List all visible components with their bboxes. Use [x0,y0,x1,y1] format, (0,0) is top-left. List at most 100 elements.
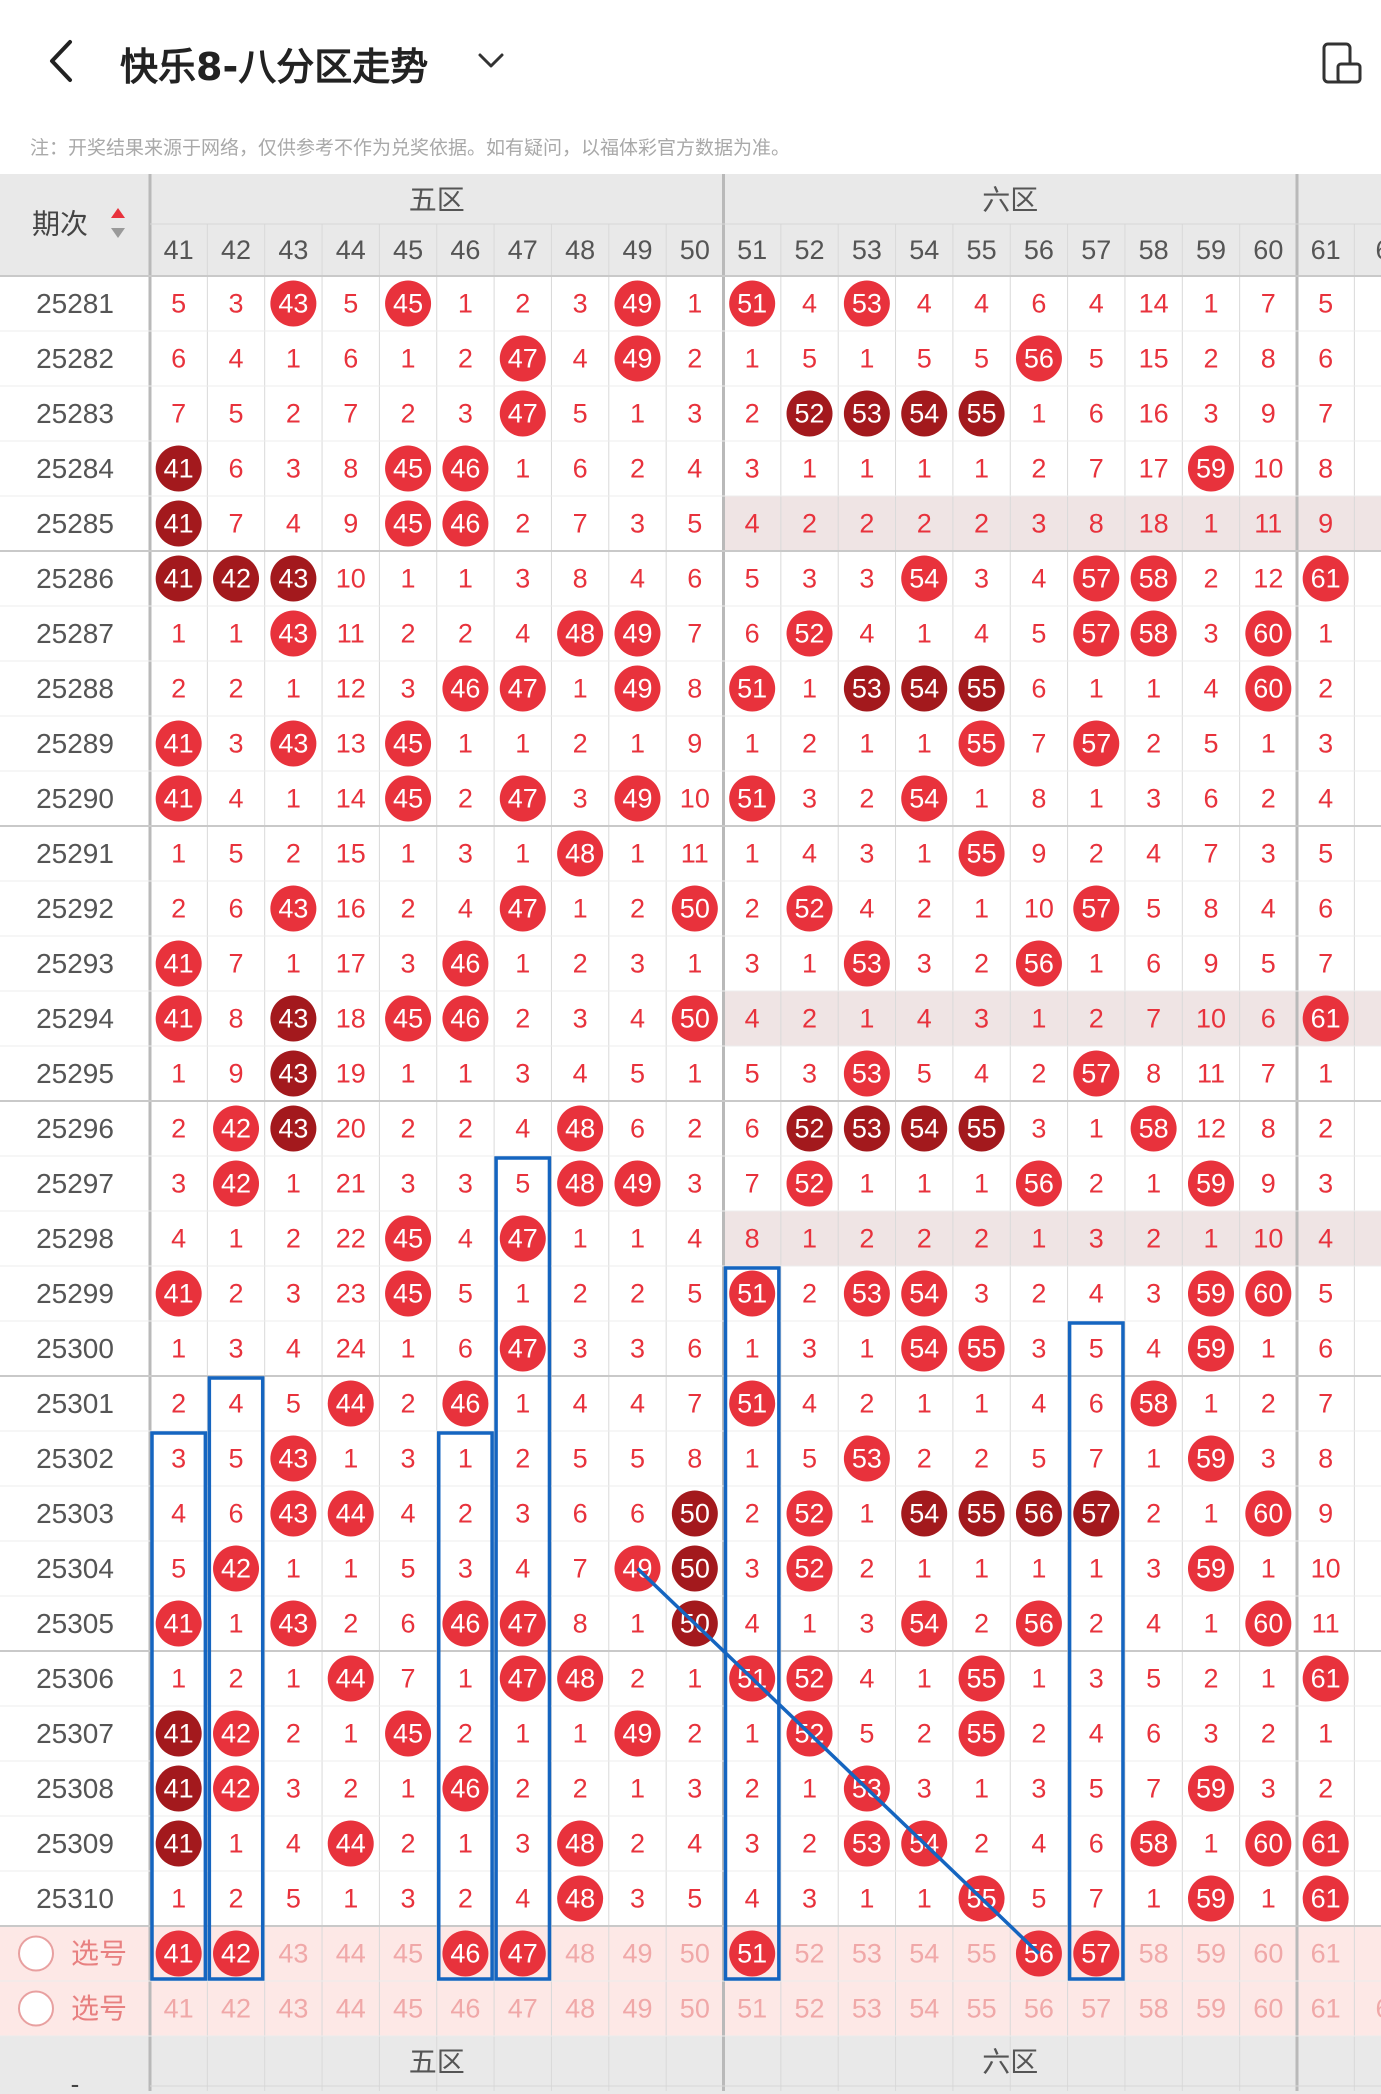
miss-count: 3 [687,399,702,429]
hit-ball [213,1765,260,1812]
miss-count: 2 [401,1829,416,1859]
miss-count: 2 [286,839,301,869]
select-number[interactable]: 55 [967,1994,997,2024]
select-number[interactable]: 48 [565,1939,595,1969]
select-number[interactable]: 47 [508,1994,538,2024]
miss-count: 1 [1318,619,1333,649]
hit-ball-number: 59 [1196,1169,1226,1199]
select-number[interactable]: 57 [1081,1994,1111,2024]
select-number[interactable]: 56 [1024,1994,1054,2024]
miss-count: 4 [515,1554,530,1584]
sort-arrows-icon[interactable] [111,208,125,238]
miss-count: 24 [336,1334,366,1364]
hit-ball [1245,1820,1292,1867]
select-number[interactable]: 50 [680,1939,710,1969]
miss-count: 5 [687,509,702,539]
hit-ball [958,1655,1005,1702]
miss-count: 3 [859,564,874,594]
selected-ball[interactable] [499,1930,546,1977]
miss-count: 5 [573,399,588,429]
hit-ball [901,555,948,602]
select-number[interactable]: 48 [565,1994,595,2024]
selected-ball[interactable] [155,1930,202,1977]
select-number[interactable]: 52 [795,1939,825,1969]
miss-count: 5 [401,1554,416,1584]
miss-count: 3 [573,289,588,319]
hit-ball [327,1380,374,1427]
hit-ball [729,665,776,712]
hit-ball [901,1600,948,1647]
miss-count: 3 [458,399,473,429]
miss-count: 9 [1031,839,1046,869]
select-number[interactable]: 55 [967,1939,997,1969]
miss-count: 2 [458,1719,473,1749]
miss-count: 14 [1139,289,1169,319]
select-number[interactable]: 43 [278,1994,308,2024]
column-header: 48 [565,235,595,265]
select-number[interactable]: 60 [1253,1994,1283,2024]
hit-ball-number: 49 [622,344,652,374]
hit-ball [499,1215,546,1262]
select-number[interactable]: 59 [1196,1939,1226,1969]
select-number[interactable]: 51 [737,1994,767,2024]
select-number[interactable]: 41 [164,1994,194,2024]
hit-ball-number: 42 [221,1774,251,1804]
period-cell: 25304 [36,1553,114,1584]
miss-count: 2 [515,1774,530,1804]
radio-circle-icon[interactable] [18,1990,54,2027]
device-layout-icon[interactable] [1318,40,1364,86]
radio-circle-icon[interactable] [18,1935,54,1972]
select-number[interactable]: 54 [909,1994,939,2024]
select-number[interactable]: 58 [1139,1939,1169,1969]
select-number[interactable]: 49 [622,1939,652,1969]
hit-ball-number: 58 [1139,619,1169,649]
select-number[interactable]: 53 [852,1939,882,1969]
miss-count: 1 [343,1444,358,1474]
miss-count: 1 [917,1884,932,1914]
select-number[interactable]: 43 [278,1939,308,1969]
miss-count: 2 [745,399,760,429]
selected-ball[interactable] [442,1930,489,1977]
selected-ball[interactable] [213,1930,260,1977]
select-number[interactable]: 45 [393,1994,423,2024]
hit-ball [1302,1875,1349,1922]
hit-ball-number: 49 [622,619,652,649]
select-number[interactable]: 59 [1196,1994,1226,2024]
select-number[interactable]: 49 [622,1994,652,2024]
hit-ball [442,1600,489,1647]
select-number[interactable]: 52 [795,1994,825,2024]
column-header: 58 [1139,235,1169,265]
selected-ball[interactable] [1073,1930,1120,1977]
hit-ball [1245,610,1292,657]
hit-ball-number: 47 [508,1609,538,1639]
chevron-down-icon[interactable] [474,46,508,76]
select-number[interactable]: 50 [680,1994,710,2024]
select-number[interactable]: 6 [1376,1994,1381,2024]
select-number[interactable]: 46 [450,1994,480,2024]
hit-ball-number: 44 [336,1389,366,1419]
miss-count: 9 [687,729,702,759]
miss-count: 7 [229,509,244,539]
hit-ball-number: 48 [565,1884,595,1914]
hit-ball [385,280,432,327]
hit-ball-number: 58 [1139,564,1169,594]
select-number[interactable]: 58 [1139,1994,1169,2024]
column-header: 42 [221,235,251,265]
select-number[interactable]: 45 [393,1939,423,1969]
grid-lines [0,174,1381,2091]
period-cell: 25300 [36,1333,114,1364]
select-number[interactable]: 60 [1253,1939,1283,1969]
select-number[interactable]: 42 [221,1994,251,2024]
hit-ball [1187,445,1234,492]
miss-count: 7 [687,619,702,649]
select-number[interactable]: 53 [852,1994,882,2024]
page-title[interactable]: 快乐8-八分区走势 [120,45,429,89]
select-number[interactable]: 44 [336,1939,366,1969]
selected-ball[interactable] [729,1930,776,1977]
hit-ball-number: 53 [852,1279,882,1309]
select-number[interactable]: 61 [1311,1994,1341,2024]
select-number[interactable]: 54 [909,1939,939,1969]
select-number[interactable]: 44 [336,1994,366,2024]
select-number[interactable]: 61 [1311,1939,1341,1969]
back-chevron-left-icon[interactable] [38,36,88,86]
